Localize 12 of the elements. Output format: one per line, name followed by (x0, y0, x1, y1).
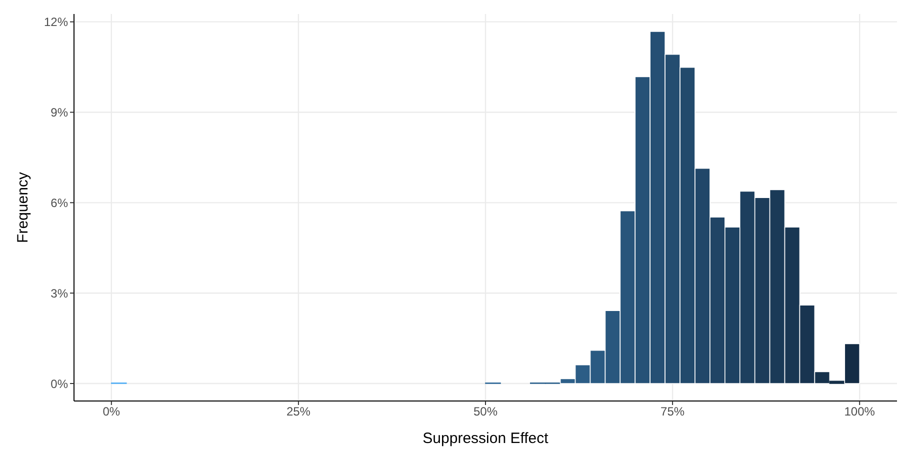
x-tick-label: 25% (286, 404, 311, 419)
x-tick-label: 100% (844, 404, 876, 419)
x-tick-label: 75% (660, 404, 685, 419)
y-tick-label: 9% (50, 106, 68, 120)
y-tick-label: 0% (50, 376, 68, 391)
y-tick-label: 12% (44, 15, 68, 30)
x-axis-title: Suppression Effect (422, 430, 550, 447)
x-tick-label: 0% (102, 404, 120, 419)
y-tick-label: 6% (50, 196, 68, 210)
y-axis-title: Frequency (14, 172, 32, 243)
y-tick-label: 3% (50, 286, 68, 300)
x-tick-label: 50% (473, 404, 498, 419)
